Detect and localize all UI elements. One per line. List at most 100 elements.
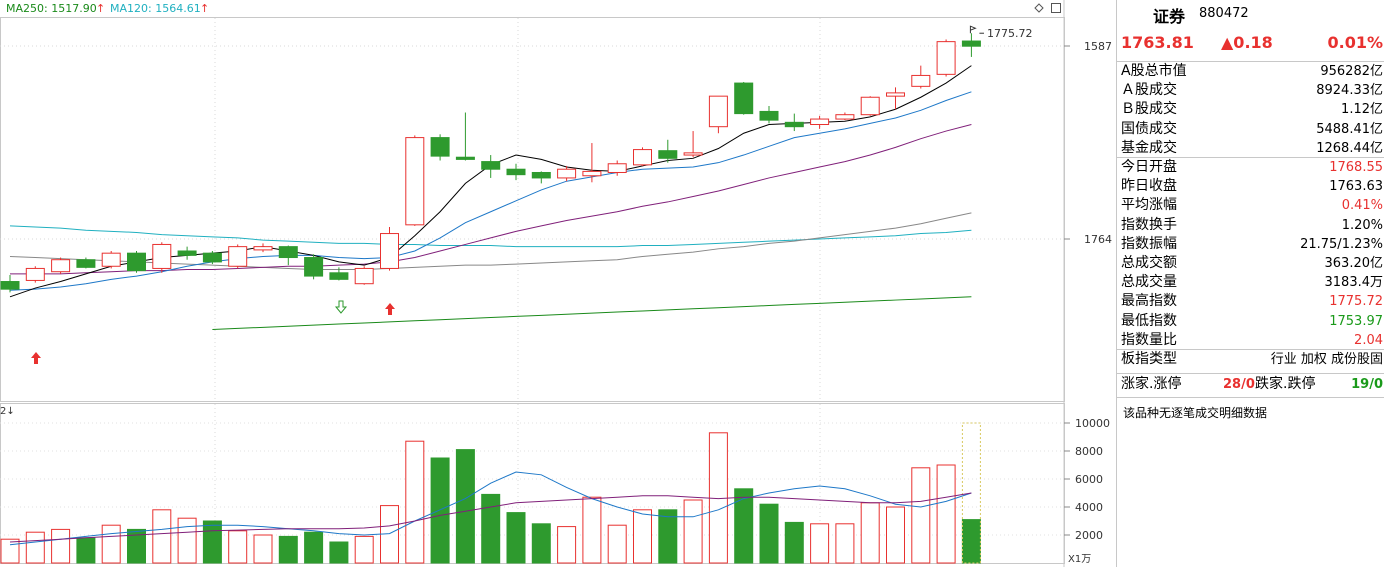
ma250-legend: MA250: 1517.90: [6, 2, 97, 15]
candle-body: [531, 171, 551, 179]
buy-signal-icon: [31, 352, 41, 364]
stat-value: 1768.55: [1329, 160, 1383, 175]
candle-body: [582, 170, 602, 177]
candle-body: [430, 137, 450, 157]
candle-body: [860, 96, 880, 116]
volume-header: 2↓: [0, 406, 15, 417]
price-axis-label: 1587: [1084, 40, 1112, 53]
stat-label: 今日开盘: [1121, 159, 1177, 175]
candle-body: [380, 233, 399, 269]
candle-body: [152, 243, 172, 269]
price-row: 1763.81 ▲0.18 0.01%: [1117, 33, 1384, 53]
volume-unit-label: X1万: [1068, 554, 1091, 565]
volume-bar: [810, 523, 830, 564]
stat-label: 平均涨幅: [1121, 197, 1177, 214]
volume-axis-label: 8000: [1075, 445, 1103, 458]
volume-bar: [228, 530, 248, 564]
volume-bar: [329, 541, 349, 564]
volume-bar: [734, 488, 754, 564]
volume-bar: [784, 521, 804, 564]
candle-body: [329, 272, 349, 280]
volume-bar: [961, 519, 981, 564]
volume-projection-box: [961, 422, 981, 564]
stat-label: 指数量比: [1121, 331, 1177, 348]
volume-bar: [658, 509, 678, 564]
candle-body: [101, 252, 121, 267]
candle-body: [784, 121, 804, 128]
volume-bar: [430, 457, 450, 564]
stat-value: 1268.44亿: [1316, 140, 1383, 156]
candle-body: [734, 82, 754, 115]
ma250-line: [212, 296, 972, 331]
volume-bar: [633, 509, 652, 564]
ma250-arrow-icon: ↑: [96, 2, 105, 15]
volume-bar: [886, 506, 905, 564]
volume-bar: [405, 440, 425, 564]
candle-body: [253, 246, 273, 251]
stat-row: 基金成交 1268.44亿: [1121, 139, 1383, 158]
volume-bar: [911, 467, 931, 564]
volume-bar: [177, 517, 197, 564]
breadth-row: 涨家.涨停 28/0 跌家.跌停 19/0: [1121, 375, 1383, 394]
stat-row: 总成交量 3183.4万: [1121, 273, 1383, 292]
volume-bar: [835, 523, 855, 564]
stat-row: 国债成交 5488.41亿: [1121, 120, 1383, 139]
stat-label: Ｂ股成交: [1121, 101, 1177, 118]
stat-label: Ａ股成交: [1121, 82, 1177, 99]
stat-row: 板指类型 行业 加权 成份股固: [1121, 350, 1383, 369]
maximize-icon: [1051, 3, 1061, 13]
stat-value: 1753.97: [1329, 313, 1383, 329]
stat-label: 最低指数: [1121, 312, 1177, 329]
candle-body: [506, 168, 526, 176]
breadth-up-value: 28/0: [1223, 377, 1255, 392]
volume-bar: [202, 520, 222, 564]
stat-value: 1.20%: [1341, 217, 1383, 233]
ma120-arrow-icon: ↑: [200, 2, 209, 15]
volume-axis-label: 6000: [1075, 473, 1103, 486]
divider: [1117, 349, 1384, 350]
volume-bar: [607, 524, 627, 564]
breadth-down-value: 19/0: [1351, 377, 1383, 392]
candle-body: [0, 281, 20, 290]
candle-body: [51, 259, 71, 273]
stat-label: 板指类型: [1121, 351, 1177, 367]
kline-chart-area[interactable]: 1764 1587 1775.72 MA250: 1517.90 ↑ MA120: 156…: [0, 0, 1116, 567]
volume-bar: [76, 537, 96, 564]
candle-body: [304, 257, 324, 277]
diamond-icon: [1034, 3, 1044, 13]
candle-body: [835, 114, 855, 120]
breadth-down-label: 跌家.跌停: [1255, 376, 1316, 392]
stat-row: 指数量比 2.04: [1121, 331, 1383, 350]
stat-row: Ｂ股成交 1.12亿: [1121, 100, 1383, 119]
stat-row: 总成交额 363.20亿: [1121, 254, 1383, 273]
volume-bar: [25, 531, 45, 564]
volume-bar: [557, 526, 577, 564]
stat-value: 21.75/1.23%: [1300, 236, 1383, 252]
candle-body: [228, 246, 248, 267]
stat-value: 1.12亿: [1341, 102, 1383, 118]
volume-bar: [531, 523, 551, 564]
breadth-up-label: 涨家.涨停: [1121, 376, 1182, 392]
stat-value: 1763.63: [1329, 179, 1383, 195]
candle-body: [759, 110, 779, 121]
candle-body: [911, 74, 931, 87]
volume-bar: [683, 499, 703, 564]
volume-bar: [278, 535, 298, 564]
volume-ma-long-line: [9, 492, 972, 543]
stat-row: 指数换手 1.20%: [1121, 216, 1383, 235]
volume-bar: [152, 509, 172, 564]
volume-bar: [0, 538, 20, 564]
candle-body: [25, 267, 45, 281]
volume-bar: [481, 493, 501, 564]
candle-body: [557, 168, 577, 179]
candle-body: [76, 259, 96, 268]
tick-data-note: 该品种无逐笔成交明细数据: [1123, 406, 1268, 420]
volume-ma-short-line: [9, 471, 972, 546]
volume-bar: [860, 502, 880, 564]
volume-axis-label: 10000: [1075, 417, 1110, 430]
stat-value: 363.20亿: [1324, 256, 1384, 271]
stat-row: A股总市值 956282亿: [1121, 62, 1383, 81]
stat-value: 956282亿: [1320, 64, 1383, 79]
stat-row: 最高指数 1775.72: [1121, 292, 1383, 311]
